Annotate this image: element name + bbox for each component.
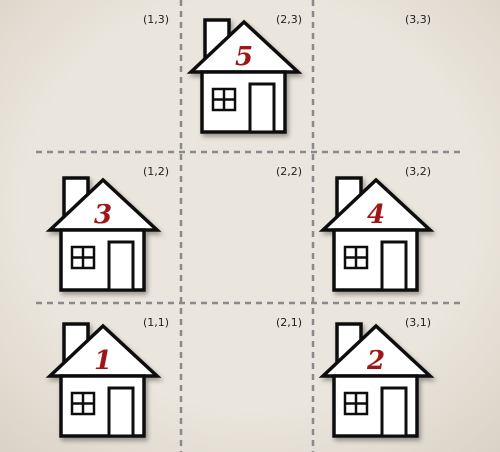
cell-label-2-1: (2,1) bbox=[276, 316, 302, 329]
house-number: 2 bbox=[366, 346, 385, 376]
cell-label-1-1: (1,1) bbox=[143, 316, 169, 329]
house-1-1: 1 bbox=[45, 322, 162, 438]
house-number: 4 bbox=[367, 200, 385, 230]
grid-lines bbox=[36, 0, 462, 452]
cell-label-1-3: (1,3) bbox=[143, 13, 169, 26]
house-number: 1 bbox=[94, 346, 112, 376]
house-number: 5 bbox=[235, 42, 253, 72]
cell-label-3-2: (3,2) bbox=[405, 165, 431, 178]
cell-label-2-3: (2,3) bbox=[276, 13, 302, 26]
house-3-1: 2 bbox=[318, 322, 435, 438]
house-3-2: 4 bbox=[318, 176, 435, 292]
house-number: 3 bbox=[94, 200, 112, 230]
house-1-2: 3 bbox=[45, 176, 162, 292]
cell-label-1-2: (1,2) bbox=[143, 165, 169, 178]
cell-label-3-3: (3,3) bbox=[405, 13, 431, 26]
cell-label-2-2: (2,2) bbox=[276, 165, 302, 178]
house-2-3: 5 bbox=[186, 18, 303, 134]
cell-label-3-1: (3,1) bbox=[405, 316, 431, 329]
